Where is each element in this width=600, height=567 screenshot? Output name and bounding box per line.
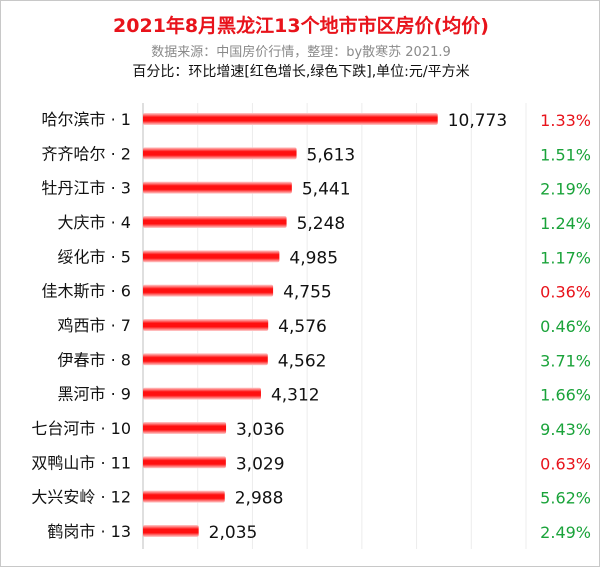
bar [143,524,199,537]
pct-change-label: 0.63% [540,454,591,473]
pct-change-label: 5.62% [540,489,591,508]
value-label: 4,576 [278,317,327,337]
bar [143,147,297,160]
bar [143,387,261,400]
value-label: 2,988 [235,489,284,509]
category-label: 佳木斯市 · 6 [42,282,131,301]
chart-subtitle: 数据来源：中国房价行情，整理：by散寒苏 2021.9 [151,45,451,60]
pct-change-label: 9.43% [540,420,591,439]
pct-change-label: 1.24% [540,214,591,233]
category-label: 鹤岗市 · 13 [47,522,131,541]
bar [143,284,274,297]
category-label: 哈尔滨市 · 1 [42,110,131,129]
value-label: 4,312 [271,386,320,406]
pct-change-label: 1.51% [540,145,591,164]
category-label: 黑河市 · 9 [58,385,131,404]
pct-change-label: 2.49% [540,523,591,542]
value-label: 10,773 [448,111,507,131]
value-label: 4,985 [289,248,338,268]
bar [143,113,438,125]
bar [143,456,226,469]
pct-change-label: 1.17% [540,248,591,267]
chart-title: 2021年8月黑龙江13个地市市区房价(均价) [113,15,489,37]
category-label: 大庆市 · 4 [58,213,131,232]
value-label: 3,036 [236,420,285,440]
value-label: 4,755 [283,283,332,303]
chart-note: 百分比：环比增速[红色增长,绿色下跌],单位:元/平方米 [132,64,470,80]
pct-change-label: 0.46% [540,317,591,336]
pct-change-label: 1.66% [540,386,591,405]
pct-change-label: 3.71% [540,351,591,370]
bar [143,181,292,194]
value-label: 3,029 [236,454,285,474]
pct-change-label: 2.19% [540,180,591,199]
bar [143,215,287,228]
pct-change-label: 1.33% [540,111,591,130]
value-label: 5,248 [297,214,346,234]
category-label: 鸡西市 · 7 [58,316,131,335]
category-label: 绥化市 · 5 [58,247,131,266]
value-label: 4,562 [278,351,327,371]
value-label: 5,613 [307,145,356,165]
bar [143,318,269,331]
category-label: 齐齐哈尔 · 2 [42,144,131,163]
category-label: 七台河市 · 10 [31,419,131,438]
category-label: 伊春市 · 8 [58,350,131,369]
category-label: 双鸭山市 · 11 [31,453,131,472]
category-label: 大兴安岭 · 12 [31,488,131,507]
bar [143,250,280,263]
category-label: 牡丹江市 · 3 [42,179,131,198]
pct-change-label: 0.36% [540,283,591,302]
value-label: 5,441 [302,180,351,200]
value-label: 2,035 [209,523,258,543]
bar [143,490,225,503]
bar [143,421,227,434]
bar [143,353,268,366]
